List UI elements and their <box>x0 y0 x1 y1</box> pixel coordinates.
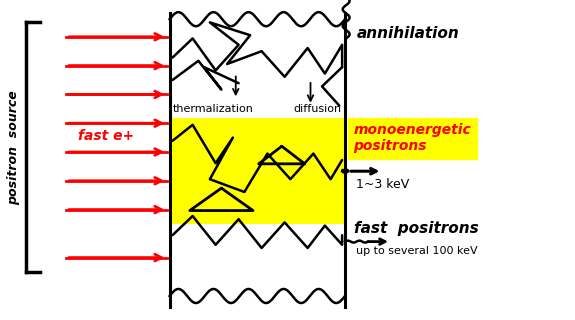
Text: annihilation: annihilation <box>356 26 459 41</box>
Text: monoenergetic
positrons: monoenergetic positrons <box>354 123 472 153</box>
Bar <box>170 118 345 224</box>
Text: fast e+: fast e+ <box>78 129 134 143</box>
Text: up to several 100 keV: up to several 100 keV <box>356 246 478 256</box>
Text: 1~3 keV: 1~3 keV <box>356 178 410 190</box>
Text: positron  source: positron source <box>7 90 20 204</box>
Text: fast  positrons: fast positrons <box>354 221 478 236</box>
Text: thermalization: thermalization <box>172 104 254 114</box>
Text: diffusion: diffusion <box>293 104 342 114</box>
